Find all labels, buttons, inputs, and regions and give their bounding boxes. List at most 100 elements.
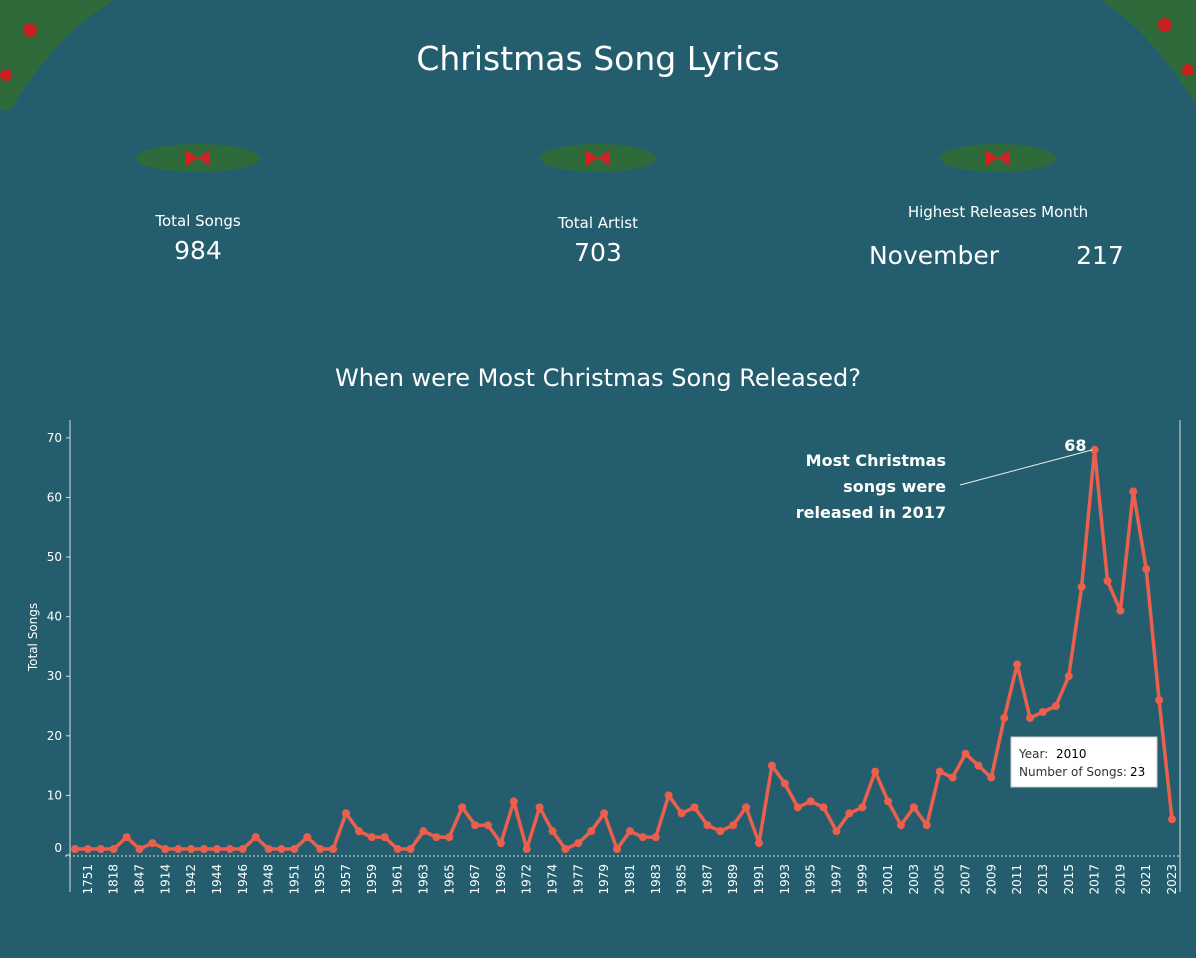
point <box>148 839 157 848</box>
point <box>742 803 751 812</box>
annotation: Most Christmas <box>806 451 946 470</box>
x-tick-label: 1959 <box>365 864 379 895</box>
x-tick-label: 1955 <box>313 864 327 895</box>
x-tick-label: 1993 <box>778 864 792 895</box>
point <box>393 845 402 854</box>
point <box>1142 564 1151 573</box>
point <box>677 809 686 818</box>
point <box>174 845 183 854</box>
point <box>767 761 776 770</box>
title: Christmas Song Lyrics <box>416 39 779 78</box>
point <box>755 839 764 848</box>
kpi-value: 984 <box>174 236 222 265</box>
point <box>406 845 415 854</box>
point <box>625 827 634 836</box>
point <box>858 803 867 812</box>
point <box>83 845 92 854</box>
point <box>238 845 247 854</box>
x-tick-label: 1972 <box>520 864 534 895</box>
point <box>303 833 312 842</box>
x-tick-label: 2009 <box>984 864 998 895</box>
point <box>729 821 738 830</box>
x-tick-label: 1751 <box>81 864 95 895</box>
kpi-month: November <box>869 241 1000 270</box>
point <box>122 833 131 842</box>
point <box>909 803 918 812</box>
point <box>690 803 699 812</box>
point <box>561 845 570 854</box>
x-tick-label: 1946 <box>236 864 250 895</box>
x-tick-label: 1974 <box>546 864 560 895</box>
data-label: 68 <box>1064 436 1086 455</box>
point <box>574 839 583 848</box>
y-tick-label: 70 <box>47 431 62 445</box>
point <box>600 809 609 818</box>
point <box>1129 487 1138 496</box>
x-tick-label: 1944 <box>210 864 224 895</box>
tooltip-text: Number of Songs: <box>1019 765 1127 779</box>
point <box>638 833 647 842</box>
kpi-value: 217 <box>1076 241 1124 270</box>
point <box>483 821 492 830</box>
y-tick-label: 0 <box>54 841 62 855</box>
point <box>819 803 828 812</box>
y-tick-label: 50 <box>47 550 62 564</box>
point <box>251 833 260 842</box>
x-tick-label: 1969 <box>494 864 508 895</box>
x-tick-label: 1989 <box>726 864 740 895</box>
x-tick-label: 1985 <box>675 864 689 895</box>
point <box>109 845 118 854</box>
annotation: released in 2017 <box>796 503 946 522</box>
point <box>496 839 505 848</box>
point <box>187 845 196 854</box>
point <box>1013 660 1022 669</box>
tooltip: Year: 2010 Number of Songs: 23 <box>1010 736 1158 788</box>
point <box>548 827 557 836</box>
point <box>316 845 325 854</box>
point <box>458 803 467 812</box>
x-tick-label: 1967 <box>468 864 482 895</box>
point <box>974 761 983 770</box>
point <box>1155 696 1164 705</box>
point <box>961 749 970 758</box>
point <box>703 821 712 830</box>
x-tick-label: 2017 <box>1088 864 1102 895</box>
point <box>342 809 351 818</box>
y-tick-label: 10 <box>47 788 62 802</box>
point <box>161 845 170 854</box>
point <box>290 845 299 854</box>
x-tick-label: 2013 <box>1036 864 1050 895</box>
point <box>535 803 544 812</box>
point <box>367 833 376 842</box>
x-tick-label: 2021 <box>1139 864 1153 895</box>
point <box>780 779 789 788</box>
point <box>380 833 389 842</box>
x-tick-label: 1979 <box>597 864 611 895</box>
x-tick-label: 1983 <box>649 864 663 895</box>
point <box>935 767 944 776</box>
annotation-line <box>959 449 1093 486</box>
annotation: songs were <box>843 477 946 496</box>
tooltip-box <box>1010 736 1158 788</box>
point <box>793 803 802 812</box>
tooltip-text: 2010 <box>1056 747 1087 761</box>
x-tick-label: 1995 <box>804 864 818 895</box>
point <box>509 797 518 806</box>
point <box>471 821 480 830</box>
point <box>71 845 79 854</box>
point <box>354 827 363 836</box>
point <box>896 821 905 830</box>
point <box>432 833 441 842</box>
point <box>264 845 273 854</box>
x-tick-label: 1991 <box>752 864 766 895</box>
x-tick-label: 2011 <box>1010 864 1024 895</box>
point <box>135 845 144 854</box>
y-tick-label: 20 <box>47 729 62 743</box>
y-tick-label: 60 <box>47 490 62 504</box>
kpi-value: 703 <box>574 238 622 267</box>
x-tick-label: 1999 <box>855 864 869 895</box>
y-tick-label: 30 <box>47 669 62 683</box>
corner-decoration <box>0 0 1196 110</box>
wreath-icons <box>136 144 1056 172</box>
